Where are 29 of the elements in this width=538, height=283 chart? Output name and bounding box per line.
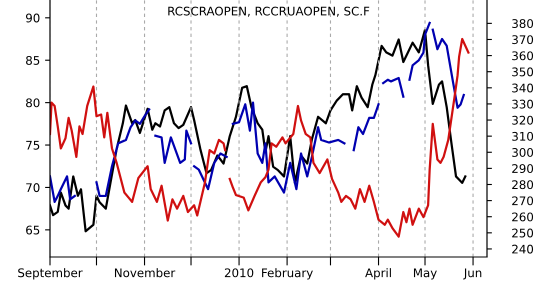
x-tick-label: April [365,268,391,280]
y2-tick-label: 340 [512,84,534,92]
y-tick-label: 80 [26,98,40,108]
y-tick-label: 70 [26,183,40,192]
y-tick-label: 75 [26,140,40,150]
y2-tick-label: 330 [512,100,534,109]
y2-tick-label: 280 [512,180,534,190]
chart-title: RCSCRAOPEN, RCCRUAOPEN, SC.F [168,6,370,17]
y2-tick-label: 380 [512,19,534,28]
x-tick-label: September [18,268,83,280]
x-tick-label: Jun [463,268,482,280]
y2-tick-label: 250 [512,228,534,238]
y2-tick-label: 290 [512,164,534,174]
y-tick-label: 90 [26,14,40,22]
y2-tick-label: 240 [512,244,534,254]
x-tick-label: February [262,268,313,280]
y2-tick-label: 260 [512,212,534,222]
y-tick-label: 65 [26,226,40,235]
x-tick-label: 2010 [224,268,254,278]
y2-tick-label: 360 [512,51,534,60]
y2-tick-label: 320 [512,116,534,125]
y-tick-label: 85 [26,56,40,65]
y2-tick-label: 310 [512,132,534,141]
x-tick-label: November [114,268,176,278]
y2-tick-label: 370 [512,35,534,44]
y2-tick-label: 300 [512,148,534,157]
y2-tick-label: 270 [512,196,534,206]
x-tick-label: May [414,268,437,280]
y2-tick-label: 350 [512,67,534,76]
